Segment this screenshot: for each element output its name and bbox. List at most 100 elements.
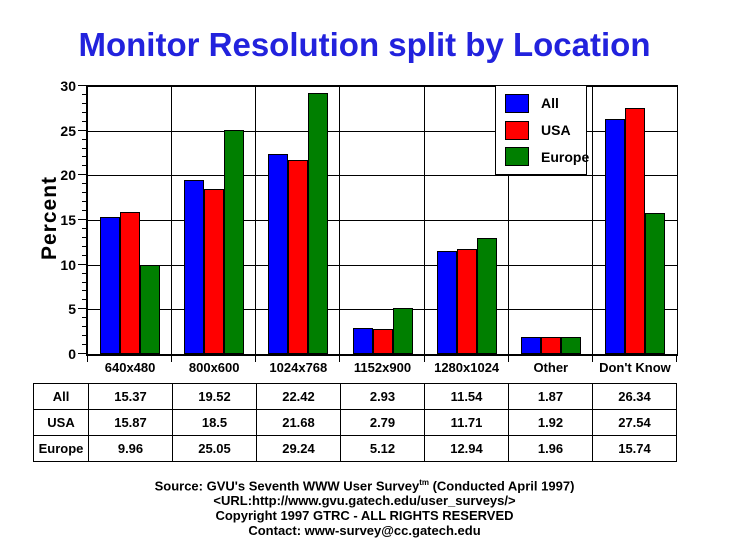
x-tick-0 bbox=[87, 356, 88, 362]
table-cell-all-1280x1024: 11.54 bbox=[424, 383, 509, 410]
bar-europe-1280x1024 bbox=[476, 238, 497, 354]
bar-usa-Don't Know bbox=[624, 107, 645, 354]
v-gridline-4 bbox=[423, 86, 425, 354]
x-axis-label-Other: Other bbox=[533, 360, 569, 375]
x-tick-1 bbox=[171, 356, 173, 362]
y-minor-tick-18 bbox=[82, 192, 86, 194]
y-minor-tick-22 bbox=[82, 156, 86, 158]
y-tick-label-20: 20 bbox=[60, 167, 76, 184]
y-minor-tick-3 bbox=[82, 326, 86, 328]
y-minor-tick-16 bbox=[82, 210, 86, 212]
x-axis-label-Don't Know: Don't Know bbox=[599, 360, 671, 375]
y-major-tick-30 bbox=[78, 85, 86, 86]
v-gridline-6 bbox=[591, 86, 593, 354]
legend-label-all: All bbox=[541, 95, 559, 112]
table-cell-usa-1280x1024: 11.71 bbox=[424, 409, 509, 436]
bar-europe-1152x900 bbox=[392, 308, 413, 354]
legend-item-all: All bbox=[505, 93, 586, 113]
y-minor-tick-12 bbox=[82, 245, 86, 247]
bar-europe-800x600 bbox=[224, 130, 245, 354]
h-gridline-20 bbox=[88, 175, 677, 177]
table-row-usa: USA 15.87 18.5 21.68 2.79 11.71 1.92 27.54 bbox=[33, 409, 677, 436]
table-cell-europe-Don't Know: 15.74 bbox=[592, 435, 677, 462]
bar-europe-Don't Know bbox=[644, 213, 665, 354]
footer-copyright-line: Copyright 1997 GTRC - ALL RIGHTS RESERVE… bbox=[215, 508, 514, 524]
footer-source-text: Source: GVU's Seventh WWW User Survey bbox=[154, 478, 420, 494]
y-tick-label-10: 10 bbox=[60, 256, 76, 273]
y-minor-tick-29 bbox=[82, 93, 86, 95]
table-body: All 15.37 19.52 22.42 2.93 11.54 1.87 26.34 USA 1… bbox=[33, 383, 677, 462]
y-minor-tick-1 bbox=[82, 344, 86, 346]
x-axis-label-1024x768: 1024x768 bbox=[269, 360, 328, 375]
bar-all-1280x1024 bbox=[436, 250, 457, 354]
table-row-europe: Europe 9.96 25.05 29.24 5.12 12.94 1.96 15.74 bbox=[33, 435, 677, 462]
h-gridline-25 bbox=[88, 130, 677, 132]
y-minor-tick-14 bbox=[82, 227, 86, 229]
table-row-all: All 15.37 19.52 22.42 2.93 11.54 1.87 26.34 bbox=[33, 383, 677, 410]
bar-all-Don't Know bbox=[604, 118, 625, 354]
table-cell-all-1024x768: 22.42 bbox=[256, 383, 341, 410]
legend-item-europe: Europe bbox=[505, 147, 590, 167]
bar-all-1152x900 bbox=[352, 327, 373, 354]
bar-all-640x480 bbox=[100, 216, 121, 354]
table-cell-all-1152x900: 2.93 bbox=[340, 383, 425, 410]
table-row-label-all: All bbox=[33, 383, 89, 410]
x-axis-label-1280x1024: 1280x1024 bbox=[434, 360, 500, 375]
y-minor-tick-24 bbox=[82, 138, 86, 140]
bar-europe-640x480 bbox=[140, 265, 161, 354]
y-minor-tick-9 bbox=[82, 272, 86, 274]
v-gridline-2 bbox=[255, 86, 257, 354]
y-minor-tick-26 bbox=[82, 120, 86, 122]
bar-usa-Other bbox=[540, 336, 561, 354]
table-cell-all-Other: 1.87 bbox=[508, 383, 593, 410]
bar-usa-1280x1024 bbox=[456, 249, 477, 354]
table-cell-europe-Other: 1.96 bbox=[508, 435, 593, 462]
x-axis-label-800x600: 800x600 bbox=[188, 360, 240, 375]
chart-title: Monitor Resolution split by Location bbox=[78, 26, 651, 63]
v-gridline-5 bbox=[507, 86, 509, 354]
v-gridline-1 bbox=[171, 86, 173, 354]
y-tick-label-5: 5 bbox=[68, 301, 76, 318]
table-cell-all-640x480: 15.37 bbox=[88, 383, 173, 410]
table-cell-all-800x600: 19.52 bbox=[172, 383, 257, 410]
table-cell-usa-1024x768: 21.68 bbox=[256, 409, 341, 436]
y-minor-tick-13 bbox=[82, 236, 86, 238]
x-axis-label-640x480: 640x480 bbox=[104, 360, 156, 375]
values-table: All 15.37 19.52 22.42 2.93 11.54 1.87 26.34 USA 1… bbox=[33, 383, 677, 462]
x-tick-3 bbox=[339, 356, 341, 362]
y-tick-label-25: 25 bbox=[60, 122, 76, 139]
x-tick-6 bbox=[591, 356, 593, 362]
y-tick-label-0: 0 bbox=[68, 346, 76, 362]
legend-label-usa: USA bbox=[541, 122, 571, 138]
h-gridline-15 bbox=[88, 220, 677, 221]
table-row-label-europe: Europe bbox=[33, 435, 89, 462]
bar-all-1024x768 bbox=[268, 153, 289, 354]
v-gridline-3 bbox=[339, 86, 341, 354]
legend-item-usa: USA bbox=[505, 120, 586, 140]
plot-area bbox=[86, 85, 678, 356]
table-cell-europe-1280x1024: 12.94 bbox=[424, 435, 509, 462]
x-axis-label-1152x900: 1152x900 bbox=[353, 360, 412, 375]
legend-label-europe: Europe bbox=[541, 148, 590, 165]
table-row-label-usa: USA bbox=[33, 409, 89, 436]
y-minor-tick-4 bbox=[82, 317, 86, 319]
table-cell-usa-1152x900: 2.79 bbox=[340, 409, 425, 436]
table-cell-usa-Other: 1.92 bbox=[508, 409, 593, 436]
legend: All USA Europe bbox=[495, 85, 590, 175]
h-gridline-30 bbox=[88, 86, 677, 87]
footer-contact-line: Contact: www-survey@cc.gatech.edu bbox=[248, 523, 481, 539]
footer-url-line: <URL:http://www.gvu.gatech.edu/user_surv… bbox=[213, 493, 516, 509]
bar-usa-1024x768 bbox=[288, 160, 309, 354]
y-minor-tick-27 bbox=[82, 111, 86, 113]
y-major-tick-20 bbox=[78, 174, 86, 176]
y-major-tick-25 bbox=[78, 129, 86, 131]
table-cell-usa-Don't Know: 27.54 bbox=[592, 409, 677, 436]
footer-source-superscript: tm bbox=[419, 478, 429, 487]
y-minor-tick-17 bbox=[82, 201, 86, 203]
y-minor-tick-23 bbox=[82, 147, 86, 149]
y-minor-tick-11 bbox=[82, 254, 86, 256]
table-cell-europe-800x600: 25.05 bbox=[172, 435, 257, 462]
y-major-tick-10 bbox=[78, 263, 86, 265]
x-tick-2 bbox=[255, 356, 257, 362]
